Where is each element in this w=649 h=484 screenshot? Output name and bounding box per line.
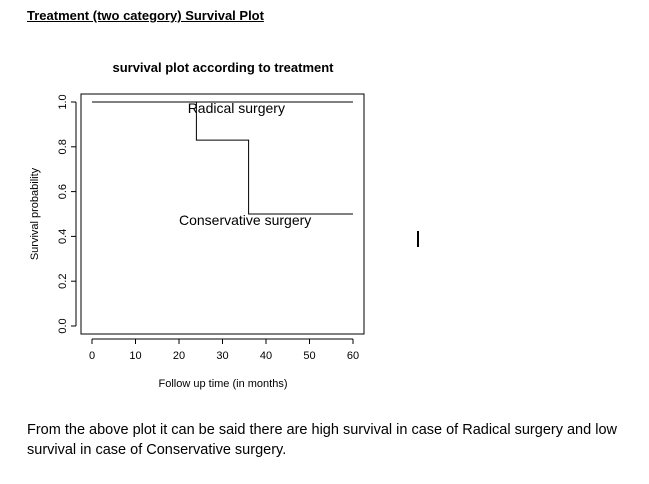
plot-frame [80, 93, 365, 335]
y-axis: 0.0 0.2 0.4 0.6 0.8 1.0 [57, 94, 77, 334]
x-tick-label: 50 [303, 350, 315, 362]
x-tick-label: 10 [129, 350, 141, 362]
chart-title: survival plot according to treatment [112, 60, 334, 75]
y-tick-label: 0.0 [57, 318, 69, 333]
document-heading: Treatment (two category) Survival Plot [27, 8, 264, 23]
x-axis-label: Follow up time (in months) [159, 378, 288, 390]
series-label-conservative-surgery: Conservative surgery [179, 212, 311, 228]
conclusion-paragraph: From the above plot it can be said there… [27, 422, 617, 458]
survival-curve-conservative-surgery [92, 101, 353, 215]
x-axis: 0 10 20 30 40 50 60 [89, 338, 359, 362]
series-layer [92, 101, 353, 215]
y-tick-label: 0.4 [57, 229, 69, 244]
y-tick-label: 0.6 [57, 184, 69, 199]
y-tick-label: 0.8 [57, 139, 69, 154]
x-tick-label: 40 [260, 350, 272, 362]
x-tick-label: 20 [173, 350, 185, 362]
text-cursor [417, 231, 419, 247]
y-tick-label: 0.2 [57, 274, 69, 289]
x-tick-label: 0 [89, 350, 95, 362]
y-axis-label: Survival probability [29, 167, 41, 260]
survival-chart: survival plot according to treatment 0 10… [29, 60, 365, 390]
series-label-radical-surgery: Radical surgery [188, 100, 285, 116]
y-tick-label: 1.0 [57, 94, 69, 109]
series-label-layer: Radical surgery Conservative surgery [179, 100, 311, 228]
x-tick-label: 60 [347, 350, 359, 362]
x-tick-label: 30 [216, 350, 228, 362]
